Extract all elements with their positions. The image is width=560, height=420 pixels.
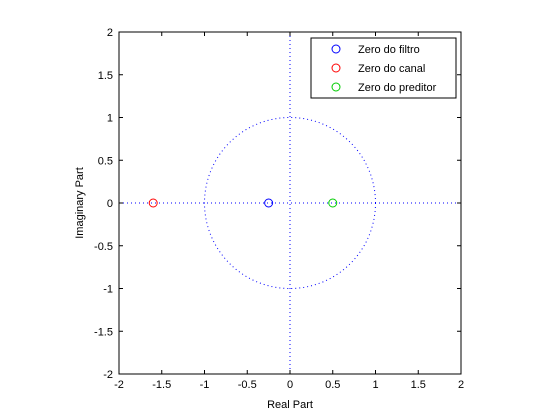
legend-box: [310, 37, 457, 99]
x-tick-label: 1.5: [411, 379, 426, 391]
zero-marker: [328, 198, 338, 208]
x-tick-label: 2: [458, 379, 464, 391]
legend: Zero do filtro Zero do canal Zero do predi…: [310, 37, 457, 99]
x-axis-label: Real Part: [267, 399, 313, 411]
zero-marker: [264, 198, 274, 208]
legend-label: Zero do canal: [358, 63, 425, 75]
y-tick-label: 1.5: [98, 70, 113, 82]
y-tick-label: 1: [107, 113, 113, 125]
markers: [148, 198, 338, 208]
y-tick-label: -2: [103, 369, 113, 381]
x-tick-label: 1: [372, 379, 378, 391]
legend-label: Zero do filtro: [358, 44, 420, 56]
legend-marker: [331, 82, 341, 92]
y-tick-label: -1: [103, 284, 113, 296]
legend-marker: [331, 44, 341, 54]
y-axis-label: Imaginary Part: [74, 167, 86, 239]
x-tick-label: -0.5: [238, 379, 257, 391]
y-tick-label: -0.5: [94, 241, 113, 253]
x-tick-label: 0.5: [325, 379, 340, 391]
y-tick-label: -1.5: [94, 326, 113, 338]
x-tick-label: 0: [287, 379, 293, 391]
ticks: -2 -1.5 -1 -0.5 0 0.5 1 1.5 2 -2 -1.5 -1 -0.5 0 0.5 1 1.…: [94, 27, 464, 391]
legend-label: Zero do preditor: [358, 82, 437, 94]
y-tick-label: 0.5: [98, 155, 113, 167]
x-tick-label: -2: [114, 379, 124, 391]
x-tick-label: -1: [200, 379, 210, 391]
legend-marker: [331, 63, 341, 73]
y-tick-label: 0: [107, 198, 113, 210]
guides: [119, 32, 461, 374]
y-tick-label: 2: [107, 27, 113, 39]
x-tick-label: -1.5: [152, 379, 171, 391]
zero-marker: [148, 198, 158, 208]
